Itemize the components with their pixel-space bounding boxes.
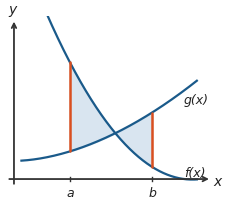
Text: a: a bbox=[66, 186, 74, 199]
Text: x: x bbox=[214, 174, 222, 188]
Text: b: b bbox=[148, 186, 156, 199]
Text: y: y bbox=[8, 3, 16, 17]
Text: g(x): g(x) bbox=[184, 94, 209, 107]
Text: f(x): f(x) bbox=[184, 166, 205, 179]
